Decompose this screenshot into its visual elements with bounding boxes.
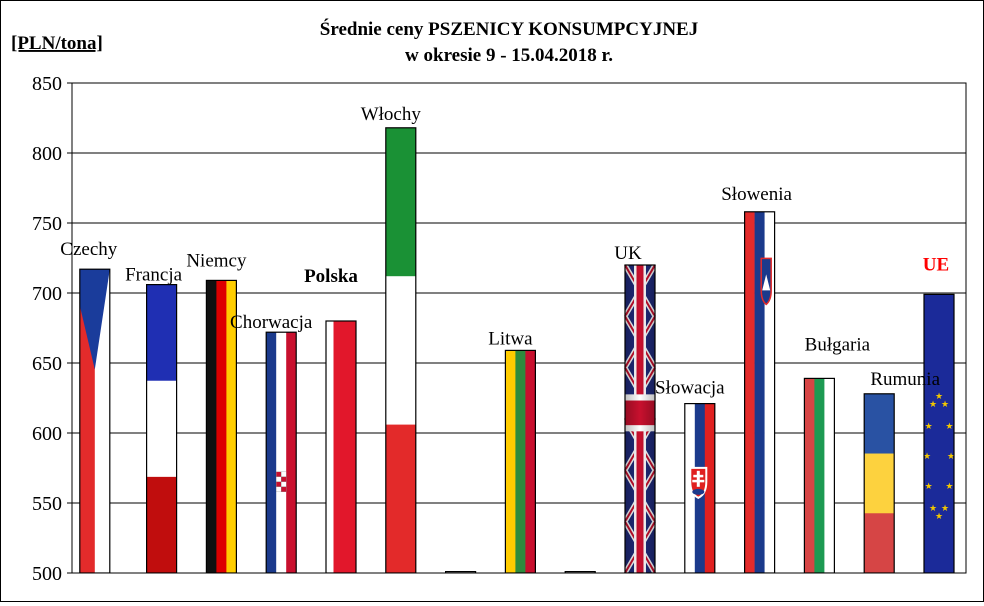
bar-label: Niemcy (186, 250, 247, 271)
svg-text:★: ★ (941, 399, 949, 409)
slovenia-flag-icon (744, 211, 775, 573)
bar-outline (803, 377, 836, 573)
y-tick-label: 850 (32, 73, 62, 95)
bar-outline (79, 268, 111, 573)
czech-flag-icon (79, 269, 110, 573)
bar-outline (325, 320, 357, 573)
bar-label: Chorwacja (230, 312, 313, 333)
bar-outline (624, 264, 656, 573)
y-axis-label: [PLN/tona] (11, 33, 103, 54)
bar-label: UE (923, 254, 949, 275)
svg-text:★: ★ (929, 503, 937, 513)
chart-subtitle: w okresie 9 - 15.04.2018 r. (405, 45, 613, 66)
y-tick-label: 550 (32, 493, 62, 515)
bar-label: Słowacja (655, 378, 725, 399)
y-tick-label: 650 (32, 353, 62, 375)
bar-label: Włochy (361, 104, 422, 125)
svg-text:★: ★ (935, 511, 943, 521)
bar-label: Rumunia (870, 369, 940, 390)
bar-outline (504, 349, 536, 573)
svg-text:★: ★ (945, 421, 953, 431)
bar-label: Francja (125, 265, 183, 286)
y-tick-label: 800 (32, 143, 62, 165)
bar-outline (385, 127, 417, 573)
chart-title: Średnie ceny PSZENICY KONSUMPCYJNEJ (320, 18, 698, 40)
bar-outline (684, 403, 716, 573)
croatia-flag-icon (266, 332, 297, 573)
y-tick-label: 500 (32, 563, 62, 585)
svg-text:★: ★ (929, 399, 937, 409)
bar-label: Litwa (488, 328, 533, 349)
france-flag-icon (146, 284, 177, 573)
bar-label: Słowenia (721, 184, 792, 205)
bar-outline (146, 284, 178, 573)
plot-area-border (71, 82, 967, 574)
bulgaria-flag-icon (804, 378, 835, 573)
svg-text:★: ★ (935, 391, 943, 401)
svg-text:★: ★ (923, 451, 931, 461)
bar-label: UK (614, 243, 642, 264)
bar-outline (743, 211, 776, 573)
romania-flag-icon (864, 393, 895, 573)
svg-text:★: ★ (925, 481, 933, 491)
bar-label: Bułgaria (805, 334, 871, 355)
poland-flag-icon (326, 321, 357, 573)
eu-flag-icon: ★★★★★★★★★★★★ (923, 294, 955, 573)
y-tick-labels: 500 550 600 650 700 750 800 850 (32, 73, 62, 585)
y-tick-label: 700 (32, 283, 62, 305)
svg-text:★: ★ (945, 481, 953, 491)
bar-label: Polska (304, 266, 358, 287)
svg-text:★: ★ (941, 503, 949, 513)
bar-outline (923, 293, 955, 573)
y-tick-label: 600 (32, 423, 62, 445)
bar-outline (265, 331, 297, 573)
svg-text:★: ★ (947, 451, 955, 461)
lithuania-flag-icon (505, 350, 536, 573)
slovakia-flag-icon (684, 403, 716, 573)
italy-flag-icon (385, 127, 416, 573)
bars: ★★★★★★★★★★★★ (79, 127, 955, 573)
bar-label: Czechy (60, 239, 117, 260)
svg-text:★: ★ (925, 421, 933, 431)
uk-flag-icon (622, 263, 658, 573)
germany-flag-icon (206, 280, 237, 573)
y-tick-label: 750 (32, 213, 62, 235)
bar-outline (205, 279, 237, 573)
